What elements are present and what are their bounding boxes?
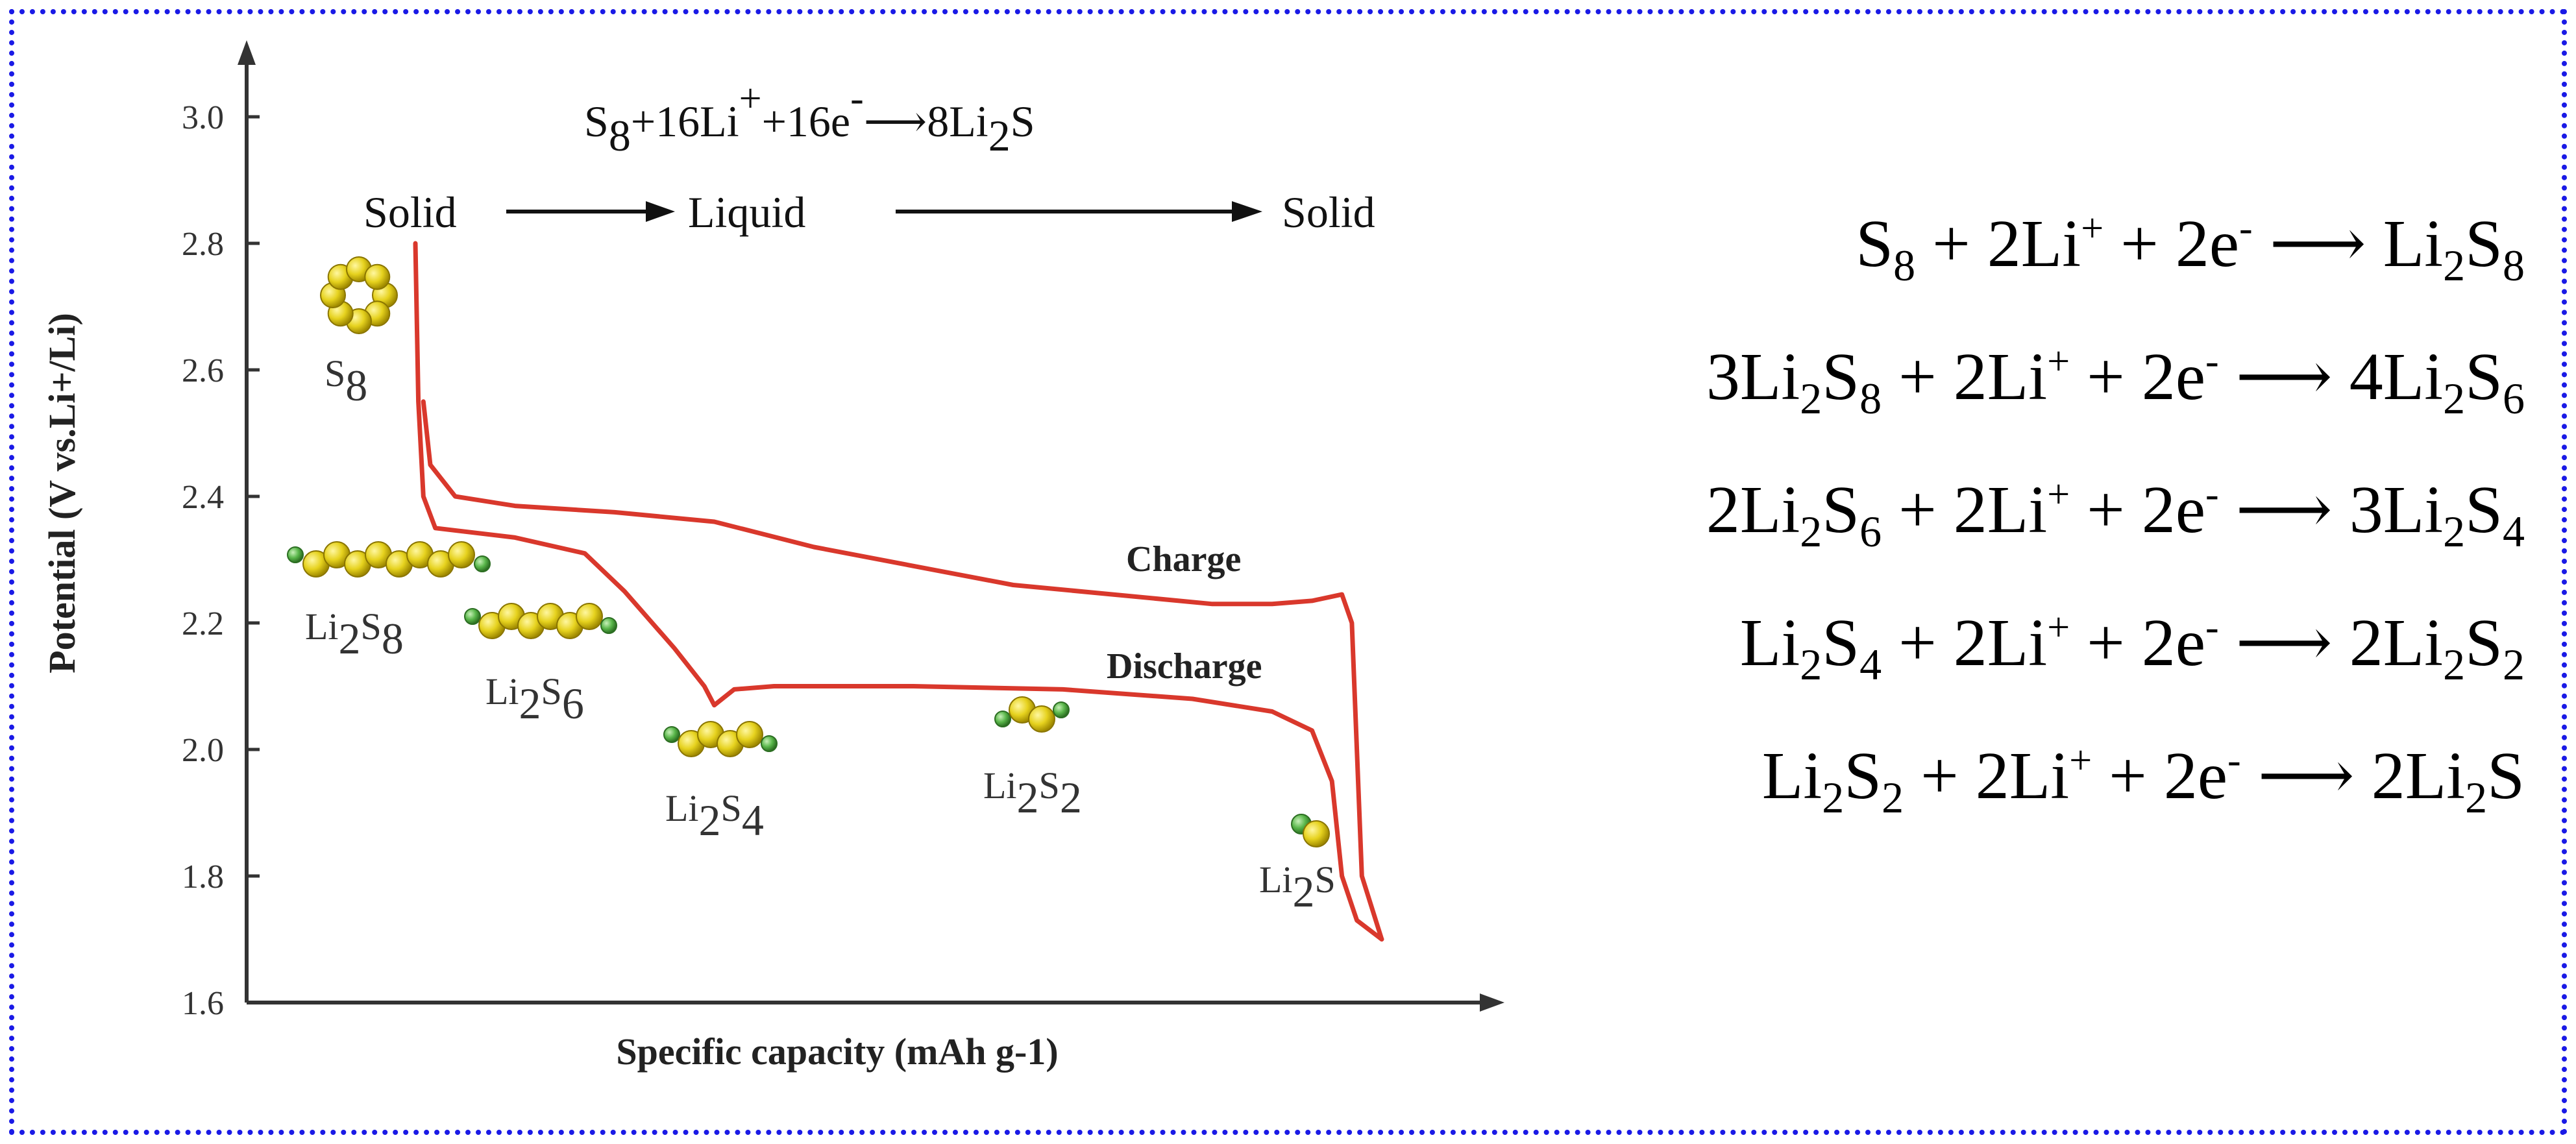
- species-label-li2s: Li2S: [1259, 858, 1336, 916]
- charge-curve: [421, 399, 1384, 942]
- overall-reaction: S8+16Li++16e-⟶8Li2S: [584, 77, 1035, 160]
- lithium-atom: [600, 617, 617, 634]
- phase-arrow-2: [896, 201, 1262, 222]
- sulfur-atom: [448, 541, 475, 568]
- phase-liquid: Liquid: [688, 188, 805, 237]
- y-axis-arrowhead: [238, 40, 256, 65]
- lithium-atom: [1053, 701, 1070, 718]
- equation-4: Li2S4 + 2Li+ + 2e- ⟶ 2Li2S2: [1740, 605, 2525, 689]
- phase-arrow-1: [506, 201, 675, 222]
- y-tick-labels: 3.0 2.8 2.6 2.4 2.2 2.0 1.8 1.6: [182, 99, 260, 1022]
- lithium-atom: [663, 726, 680, 743]
- equation-2: 3Li2S8 + 2Li+ + 2e- ⟶ 4Li2S6: [1706, 339, 2525, 423]
- equation-1: S8 + 2Li+ + 2e- ⟶ Li2S8: [1856, 206, 2525, 290]
- plot-area: [413, 241, 1384, 942]
- discharge-curve: [413, 241, 1384, 942]
- lithium-atom: [287, 546, 304, 563]
- species-label-li2s4: Li2S4: [665, 787, 764, 845]
- x-axis-title: Specific capacity (mAh g-1): [616, 1030, 1058, 1073]
- lithium-atom: [761, 735, 778, 752]
- x-axis-arrowhead: [1480, 993, 1504, 1012]
- phase-solid-end: Solid: [1282, 188, 1375, 237]
- sulfur-atom: [1028, 705, 1055, 733]
- species-label-li2s8: Li2S8: [305, 605, 404, 663]
- equation-3: 2Li2S6 + 2Li+ + 2e- ⟶ 3Li2S4: [1706, 472, 2525, 556]
- molecule-illustrations: [287, 256, 1330, 847]
- y-tick-label: 1.6: [182, 985, 224, 1022]
- y-tick-label: 2.2: [182, 605, 224, 642]
- charge-label: Charge: [1126, 539, 1241, 579]
- y-tick-label: 2.8: [182, 226, 224, 263]
- li2s2-molecule-icon: [994, 696, 1070, 733]
- sulfur-atom: [1303, 820, 1330, 847]
- y-tick-label: 2.4: [182, 479, 224, 516]
- lithium-atom: [474, 555, 491, 572]
- y-tick-label: 2.6: [182, 352, 224, 389]
- lithium-atom: [994, 711, 1011, 727]
- sulfur-atom: [736, 721, 763, 748]
- li2s8-molecule-icon: [287, 541, 491, 578]
- reaction-equations: S8 + 2Li+ + 2e- ⟶ Li2S8 3Li2S8 + 2Li+ + 2…: [1706, 206, 2525, 822]
- sulfur-atom: [576, 603, 603, 630]
- species-label-li2s6: Li2S6: [485, 670, 584, 728]
- y-tick-label: 1.8: [182, 858, 224, 895]
- species-labels: S8 Li2S8 Li2S6 Li2S4 Li2S2 Li2S: [305, 352, 1336, 916]
- y-tick-label: 3.0: [182, 99, 224, 136]
- lithium-atom: [464, 608, 481, 625]
- li2s4-molecule-icon: [663, 721, 778, 757]
- y-axis: [238, 40, 256, 1003]
- sulfur-atom: [364, 263, 391, 290]
- y-tick-label: 2.0: [182, 732, 224, 769]
- phase-solid-start: Solid: [363, 188, 457, 237]
- li2s-molecule-icon: [1291, 814, 1330, 847]
- species-label-s8: S8: [325, 352, 367, 410]
- s8-molecule-icon: [320, 256, 398, 334]
- discharge-label: Discharge: [1107, 646, 1262, 687]
- x-axis: [247, 993, 1504, 1012]
- equation-5: Li2S2 + 2Li+ + 2e- ⟶ 2Li2S: [1762, 738, 2525, 822]
- species-label-li2s2: Li2S2: [983, 764, 1082, 822]
- li2s6-molecule-icon: [464, 603, 617, 639]
- y-axis-title: Potential (V vs.Li+/Li): [41, 313, 83, 674]
